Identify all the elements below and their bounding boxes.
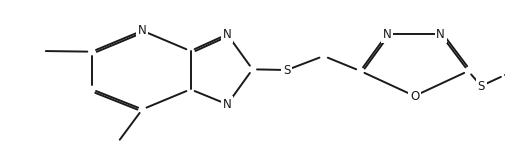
- Text: N: N: [223, 98, 232, 111]
- Text: S: S: [283, 63, 290, 76]
- Text: N: N: [383, 28, 391, 41]
- Text: N: N: [223, 28, 232, 41]
- Text: N: N: [138, 24, 146, 37]
- Text: S: S: [477, 80, 485, 93]
- Text: N: N: [436, 28, 445, 41]
- Text: O: O: [410, 90, 419, 103]
